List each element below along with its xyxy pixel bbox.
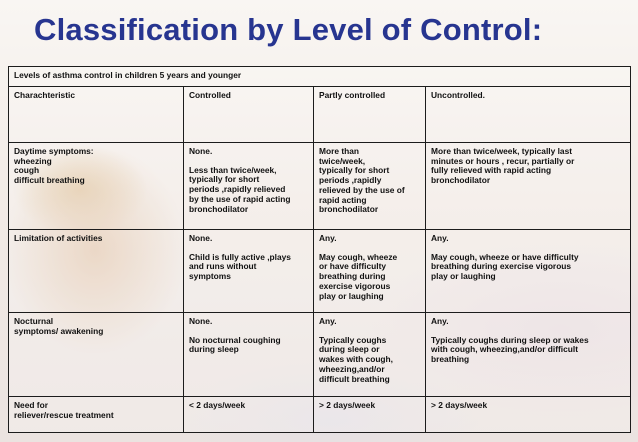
cell-controlled: None. Less than twice/week, typically fo… — [183, 142, 314, 230]
cell-characteristic: Need for reliever/rescue treatment — [8, 396, 184, 433]
asthma-control-table: Levels of asthma control in children 5 y… — [8, 66, 631, 433]
cell-controlled: < 2 days/week — [183, 396, 314, 433]
cell-partly-controlled: More than twice/week, typically for shor… — [313, 142, 426, 230]
header-characteristic: Charachteristic — [8, 86, 184, 143]
cell-controlled: None. No nocturnal coughing during sleep — [183, 312, 314, 397]
header-controlled: Controlled — [183, 86, 314, 143]
cell-partly-controlled: Any. Typically coughs during sleep or wa… — [313, 312, 426, 397]
cell-uncontrolled: Any. May cough, wheeze or have difficult… — [425, 229, 631, 313]
table-row: Daytime symptoms: wheezing cough difficu… — [8, 142, 631, 230]
cell-partly-controlled: > 2 days/week — [313, 396, 426, 433]
cell-characteristic: Nocturnal symptoms/ awakening — [8, 312, 184, 397]
header-partly-controlled: Partly controlled — [313, 86, 426, 143]
cell-characteristic: Limitation of activities — [8, 229, 184, 313]
table-caption: Levels of asthma control in children 5 y… — [8, 66, 631, 87]
cell-uncontrolled: > 2 days/week — [425, 396, 631, 433]
table-caption-row: Levels of asthma control in children 5 y… — [8, 66, 631, 87]
cell-partly-controlled: Any. May cough, wheeze or have difficult… — [313, 229, 426, 313]
cell-uncontrolled: Any. Typically coughs during sleep or wa… — [425, 312, 631, 397]
cell-uncontrolled: More than twice/week, typically last min… — [425, 142, 631, 230]
page-title: Classification by Level of Control: — [34, 12, 543, 47]
table-row: Need for reliever/rescue treatment < 2 d… — [8, 396, 631, 433]
table-row: Nocturnal symptoms/ awakening None. No n… — [8, 312, 631, 397]
header-uncontrolled: Uncontrolled. — [425, 86, 631, 143]
table-row: Limitation of activities None. Child is … — [8, 229, 631, 313]
table-header-row: Charachteristic Controlled Partly contro… — [8, 86, 631, 143]
cell-characteristic: Daytime symptoms: wheezing cough difficu… — [8, 142, 184, 230]
cell-controlled: None. Child is fully active ,plays and r… — [183, 229, 314, 313]
